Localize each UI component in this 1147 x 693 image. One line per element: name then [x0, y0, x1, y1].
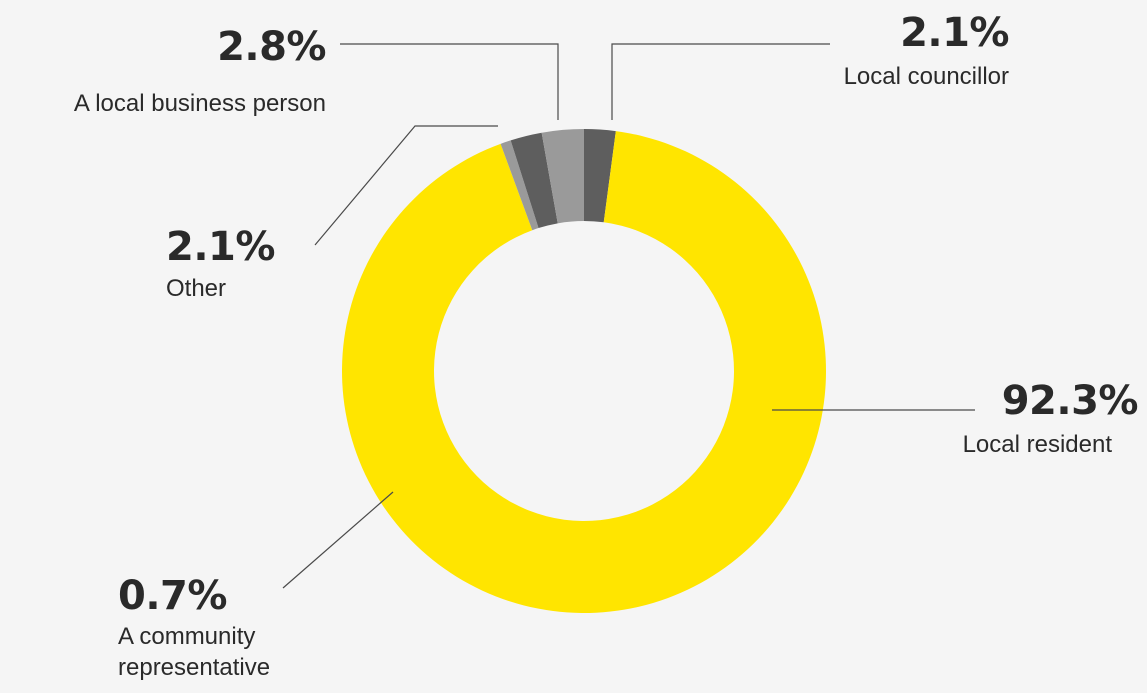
donut-slices [341, 129, 826, 613]
category-label-other: Other [166, 275, 227, 302]
leader-line-community [282, 491, 394, 589]
value-label-other: 2.1% [166, 224, 275, 270]
slice-local-resident [341, 131, 826, 613]
value-label-councillor: 2.1% [900, 10, 1009, 56]
slice-a-local-business-person [541, 129, 584, 224]
category-label-business: A local business person [73, 90, 326, 117]
leader-line-business [340, 43, 559, 120]
leader-line-councillor [611, 43, 830, 120]
slice-local-councillor [584, 129, 616, 223]
leader-line-other [314, 125, 498, 246]
slice-a-community-representative [500, 140, 539, 231]
value-label-business: 2.8% [217, 24, 326, 70]
slice-other [510, 132, 558, 229]
category-label-community: A community representative [118, 623, 271, 681]
category-label-resident: Local resident [962, 431, 1112, 458]
category-label-councillor: Local councillor [843, 63, 1009, 90]
leader-lines [282, 43, 975, 589]
value-label-community: 0.7% [118, 573, 227, 619]
value-label-resident: 92.3% [1001, 378, 1139, 424]
